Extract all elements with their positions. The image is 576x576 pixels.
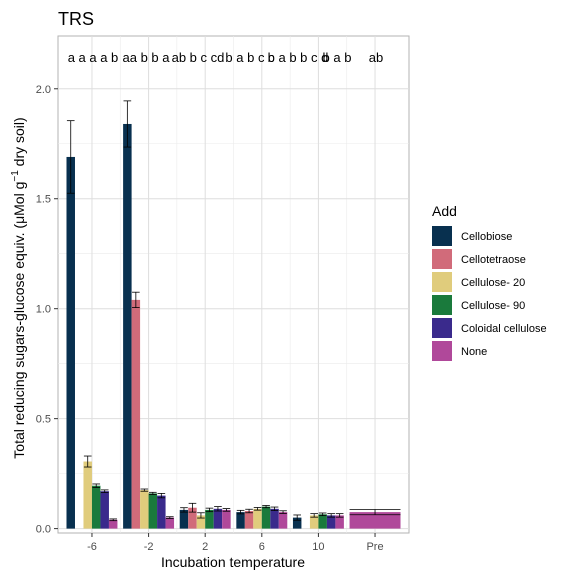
- bar: [179, 509, 189, 529]
- legend-label: Cellulose- 90: [461, 300, 525, 312]
- bar: [91, 485, 101, 529]
- x-tick-label: 10: [312, 541, 324, 553]
- y-axis-label-main: Total reducing sugars-glucose equiv. (μM…: [11, 182, 27, 459]
- legend-label: None: [461, 346, 487, 358]
- legend-label: Coloidal cellulose: [461, 323, 547, 335]
- bar: [148, 493, 158, 529]
- significance-letter-group: aa b b a: [123, 50, 171, 65]
- bar: [326, 515, 336, 529]
- legend-swatch: [432, 318, 452, 338]
- x-tick-label: Pre: [366, 541, 383, 553]
- bar: [244, 511, 254, 529]
- bar: [66, 156, 75, 529]
- legend-swatch: [432, 272, 452, 292]
- bar: [83, 461, 92, 529]
- x-tick-label: -2: [144, 541, 154, 553]
- y-axis-label-tail: dry soil): [11, 117, 27, 170]
- bar: [349, 512, 401, 529]
- significance-letter-group: a a a a b: [68, 50, 119, 65]
- legend: Add Cellobiose Cellotetraose Cellulose- 20…: [432, 203, 547, 361]
- y-tick-label: 2.0: [36, 84, 51, 96]
- significance-letter-group: ab b c cd: [172, 50, 225, 65]
- x-tick-labels: -6 -2 2 6 10 Pre: [87, 533, 384, 553]
- bar: [222, 509, 231, 529]
- legend-title: Add: [432, 203, 457, 219]
- bar: [261, 506, 271, 529]
- legend-label: Cellotetraose: [461, 254, 526, 266]
- bar: [205, 509, 214, 529]
- y-tick-label: 0.5: [36, 414, 51, 426]
- x-tick-label: -6: [87, 541, 97, 553]
- legend-swatch: [432, 295, 452, 315]
- bar: [253, 508, 262, 529]
- bar: [213, 508, 223, 529]
- y-tick-label: 1.5: [36, 194, 51, 206]
- bar: [318, 514, 327, 529]
- bar: [123, 123, 132, 529]
- y-tick-labels: 0.0 0.5 1.0 1.5 2.0: [36, 84, 58, 536]
- error-bars-layer: [66, 100, 401, 522]
- x-axis-label: Incubation temperature: [161, 554, 305, 570]
- x-tick-label: 2: [202, 541, 208, 553]
- bar: [140, 490, 149, 529]
- bar: [270, 508, 279, 529]
- bar: [335, 515, 344, 529]
- bar: [309, 515, 319, 529]
- bar: [108, 519, 118, 529]
- bar: [131, 299, 141, 529]
- significance-letter-group: b a b: [323, 50, 352, 65]
- bar: [196, 515, 206, 529]
- significance-letter-group: ab: [369, 50, 383, 65]
- bar: [292, 517, 302, 529]
- legend-swatch: [432, 341, 452, 361]
- bar: [236, 512, 245, 529]
- chart-title: TRS: [58, 9, 94, 29]
- significance-letter-group: b a b b c d: [268, 50, 329, 65]
- bar: [278, 512, 288, 529]
- significance-letter-group: b a b c c: [225, 50, 275, 65]
- minor-gridlines: [58, 36, 409, 533]
- y-axis-label: Total reducing sugars-glucose equiv. (μM…: [10, 117, 27, 458]
- legend-items: Cellobiose Cellotetraose Cellulose- 20 Cell…: [432, 226, 547, 361]
- y-tick-label: 1.0: [36, 304, 51, 316]
- bars-layer: [66, 123, 401, 529]
- legend-swatch: [432, 249, 452, 269]
- legend-label: Cellulose- 20: [461, 277, 525, 289]
- bar: [157, 495, 166, 529]
- y-axis-label-superscript: −1: [10, 170, 21, 182]
- x-tick-label: 6: [259, 541, 265, 553]
- bar: [100, 491, 109, 529]
- significance-letters: a a a a b aa b b a ab b c cd b a b c cb a b…: [68, 50, 384, 65]
- bar: [188, 507, 197, 529]
- bar: [165, 517, 175, 529]
- legend-swatch: [432, 226, 452, 246]
- legend-label: Cellobiose: [461, 231, 512, 243]
- y-tick-label: 0.0: [36, 524, 51, 536]
